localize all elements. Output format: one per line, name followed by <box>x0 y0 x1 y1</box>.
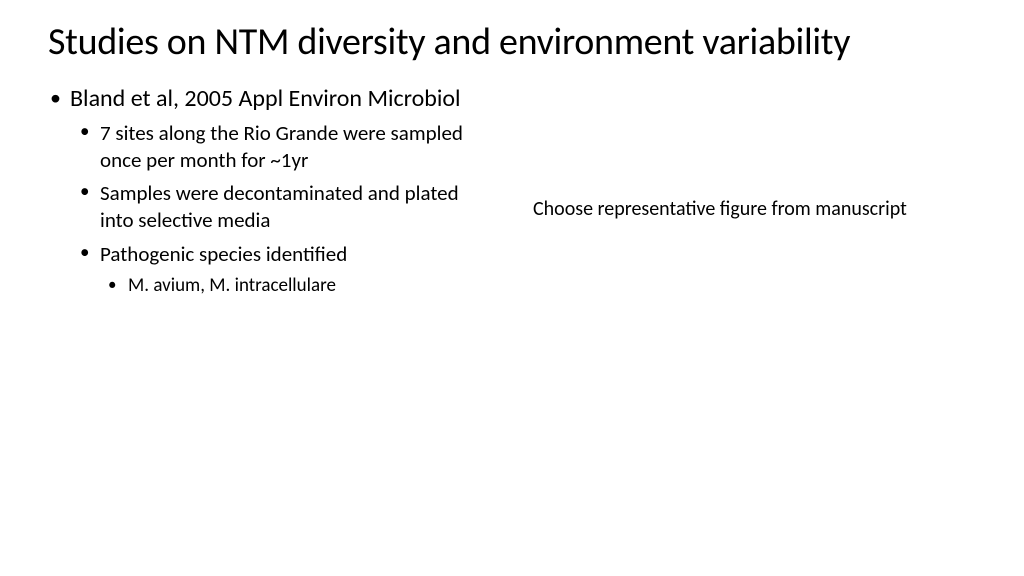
bullet-l2: 7 sites along the Rio Grande were sample… <box>76 120 493 175</box>
bullet-l3: M. avium, M. intracellulare <box>104 274 493 299</box>
content-area: Bland et al, 2005 Appl Environ Microbiol… <box>48 84 976 303</box>
bullet-l2: Pathogenic species identified <box>76 241 493 268</box>
bullet-l1: Bland et al, 2005 Appl Environ Microbiol <box>48 84 493 114</box>
slide-title: Studies on NTM diversity and environment… <box>48 20 976 66</box>
bullet-list: Bland et al, 2005 Appl Environ Microbiol… <box>48 84 493 299</box>
figure-note: Choose representative figure from manusc… <box>533 196 976 222</box>
slide: Studies on NTM diversity and environment… <box>0 0 1024 576</box>
right-column: Choose representative figure from manusc… <box>533 84 976 303</box>
left-column: Bland et al, 2005 Appl Environ Microbiol… <box>48 84 493 303</box>
bullet-l2: Samples were decontaminated and plated i… <box>76 180 493 235</box>
